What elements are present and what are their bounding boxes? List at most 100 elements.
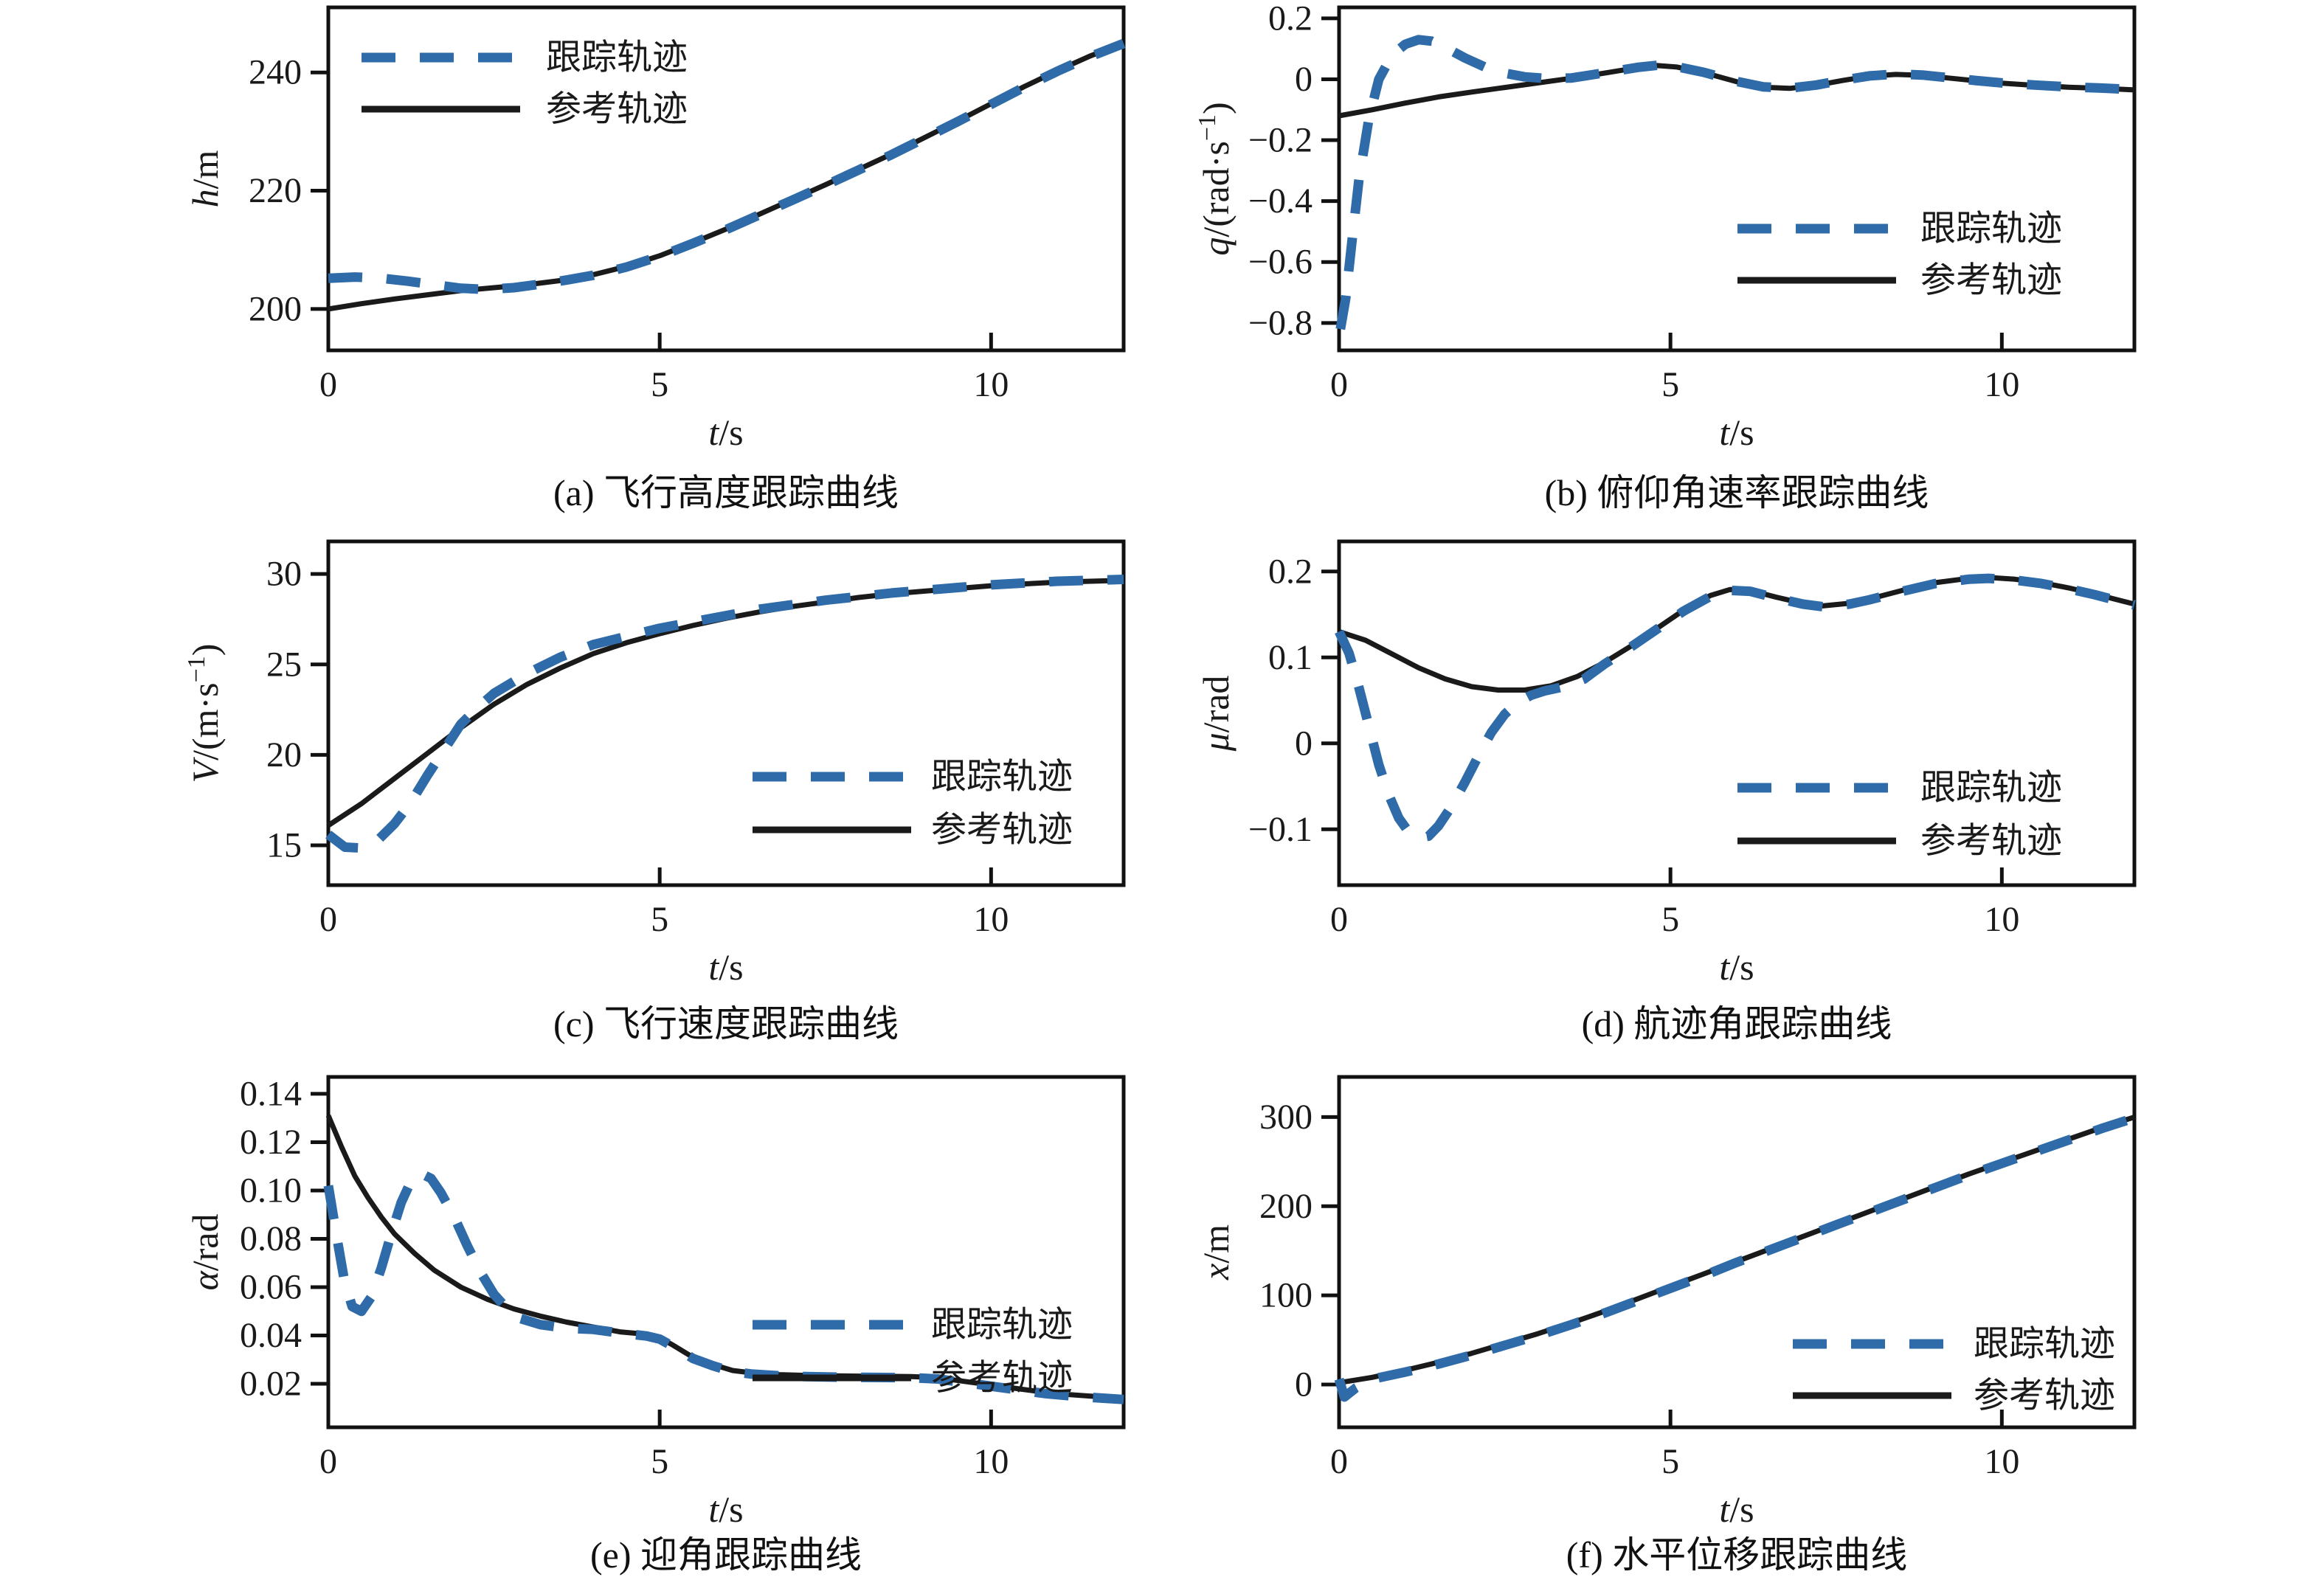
axes: 15 20 25 30 0 5 10 (266, 555, 1009, 939)
plot-background (0, 0, 1162, 531)
legend-tracking-label: 跟踪轨迹 (1920, 209, 2062, 249)
y-tick-label: 300 (1259, 1098, 1313, 1137)
y-tick-label: 0 (1295, 1365, 1313, 1404)
legend-tracking-label: 跟踪轨迹 (1974, 1325, 2115, 1364)
y-tick-label: −0.2 (1248, 121, 1313, 160)
chart-displacement: 0 100 200 300 0 5 10 x/m t/s 跟踪轨迹 参考轨迹 (f) 水平位移跟踪曲… (1162, 1062, 2324, 1594)
legend-reference-label: 参考轨迹 (931, 811, 1073, 850)
chart-velocity: 15 20 25 30 0 5 10 V/(m·s−1) t/s 跟踪轨迹 参考轨迹 (c) 飞行速… (0, 531, 1162, 1062)
series-tracking-line (325, 575, 1124, 853)
legend-tracking-label: 跟踪轨迹 (546, 38, 688, 77)
x-tick-label: 5 (1661, 365, 1679, 404)
y-tick-label: −0.4 (1248, 181, 1313, 221)
y-tick-label: 0.04 (240, 1316, 302, 1355)
legend-reference-label: 参考轨迹 (931, 1359, 1073, 1398)
axes: 0 100 200 300 0 5 10 (1259, 1098, 2019, 1481)
chart-attack-angle: 0.02 0.04 0.06 0.08 0.10 0.12 0.14 0 5 10 α/rad t/s… (0, 1062, 1162, 1594)
chart-velocity-caption: (c) 飞行速度跟踪曲线 (553, 1003, 899, 1044)
y-axis-label: h/m (184, 150, 226, 208)
legend-reference-label: 参考轨迹 (1920, 822, 2062, 861)
y-tick-label: 200 (249, 289, 302, 328)
plot-background (1162, 1062, 2324, 1594)
y-tick-label: 0 (1295, 724, 1313, 763)
chart-attack-angle-caption: (e) 迎角跟踪曲线 (590, 1534, 862, 1576)
x-tick-label: 10 (973, 1442, 1009, 1481)
y-tick-label: −0.1 (1248, 810, 1313, 849)
y-tick-label: 0.08 (240, 1219, 302, 1258)
y-tick-label: 15 (266, 826, 302, 865)
y-tick-label: 0.14 (240, 1074, 302, 1113)
chart-pitch-rate-canvas: 0.2 0 −0.2 −0.4 −0.6 −0.8 0 5 10 q/(rad·s−1) t/s 跟踪… (1162, 0, 2324, 531)
x-tick-label: 0 (1330, 1442, 1348, 1481)
chart-path-angle: 0.2 0.1 0 −0.1 0 5 10 μ/rad t/s 跟踪轨迹 参考轨迹 (d) 航迹角跟… (1162, 531, 2324, 1062)
y-tick-label: 0.2 (1268, 552, 1313, 591)
legend-reference-label: 参考轨迹 (1974, 1376, 2115, 1415)
x-axis-label: t/s (708, 946, 743, 988)
plot-frame (326, 1075, 1126, 1430)
y-axis-label: x/m (1195, 1224, 1237, 1281)
plot-background (1162, 531, 2324, 1062)
y-tick-label: 220 (249, 171, 302, 210)
y-tick-label: 0.1 (1268, 638, 1313, 677)
axes: 0.02 0.04 0.06 0.08 0.10 0.12 0.14 0 5 10 (240, 1074, 1009, 1481)
x-tick-label: 0 (319, 900, 337, 939)
x-axis-label: t/s (1719, 1489, 1754, 1530)
series-tracking-line (1334, 1113, 2136, 1402)
chart-altitude: 200 220 240 0 5 10 h/m t/s 跟踪轨迹 参考轨迹 (a) 飞行高度跟踪曲线 (0, 0, 1162, 531)
x-tick-label: 5 (651, 900, 668, 939)
plot-background (0, 531, 1162, 1062)
y-tick-label: 0.12 (240, 1123, 302, 1162)
axes: 0.2 0 −0.2 −0.4 −0.6 −0.8 0 5 10 (1248, 0, 2019, 404)
y-tick-label: 200 (1259, 1187, 1313, 1226)
x-tick-label: 5 (651, 1442, 668, 1481)
chart-pitch-rate-caption: (b) 俯仰角速率跟踪曲线 (1544, 472, 1929, 513)
x-tick-label: 5 (1661, 900, 1679, 939)
y-tick-label: 0.06 (240, 1268, 302, 1307)
x-axis-label: t/s (1719, 412, 1754, 453)
y-axis-label: q/(rad·s−1) (1194, 102, 1237, 255)
x-tick-label: 10 (1984, 900, 2019, 939)
x-axis-label: t/s (1719, 946, 1754, 988)
chart-displacement-caption: (f) 水平位移跟踪曲线 (1566, 1534, 1908, 1576)
x-tick-label: 0 (319, 365, 337, 404)
x-tick-label: 10 (973, 900, 1009, 939)
y-tick-label: 25 (266, 645, 302, 684)
y-tick-label: 0.2 (1268, 0, 1313, 38)
plot-frame (1337, 5, 2137, 353)
plot-frame (326, 539, 1126, 887)
x-axis-label: t/s (708, 412, 743, 453)
x-tick-label: 5 (1661, 1442, 1679, 1481)
y-axis-label: α/rad (184, 1214, 226, 1291)
x-tick-label: 10 (973, 365, 1009, 404)
chart-altitude-caption: (a) 飞行高度跟踪曲线 (553, 472, 899, 513)
axes: 200 220 240 0 5 10 (249, 53, 1009, 404)
y-tick-label: −0.8 (1248, 303, 1313, 342)
y-tick-label: 0.02 (240, 1365, 302, 1404)
y-tick-label: 0 (1295, 60, 1313, 99)
legend-reference-label: 参考轨迹 (1920, 261, 2062, 300)
x-axis-label: t/s (708, 1489, 743, 1530)
y-axis-label: μ/rad (1195, 676, 1237, 752)
x-tick-label: 0 (319, 1442, 337, 1481)
series-tracking-line (1335, 35, 2135, 330)
chart-attack-angle-canvas: 0.02 0.04 0.06 0.08 0.10 0.12 0.14 0 5 10 α/rad t/s… (0, 1062, 1162, 1594)
y-tick-label: 240 (249, 53, 302, 92)
series-tracking-line (328, 38, 1126, 294)
y-axis-label: V/(m·s−1) (183, 644, 226, 783)
x-tick-label: 10 (1984, 1442, 2019, 1481)
chart-pitch-rate: 0.2 0 −0.2 −0.4 −0.6 −0.8 0 5 10 q/(rad·s−1) t/s 跟踪… (1162, 0, 2324, 531)
x-tick-label: 5 (651, 365, 668, 404)
series-reference-line (325, 1115, 1124, 1401)
legend-tracking-label: 跟踪轨迹 (1920, 769, 2062, 808)
series-tracking-line (323, 1168, 1124, 1404)
x-tick-label: 10 (1984, 365, 2019, 404)
